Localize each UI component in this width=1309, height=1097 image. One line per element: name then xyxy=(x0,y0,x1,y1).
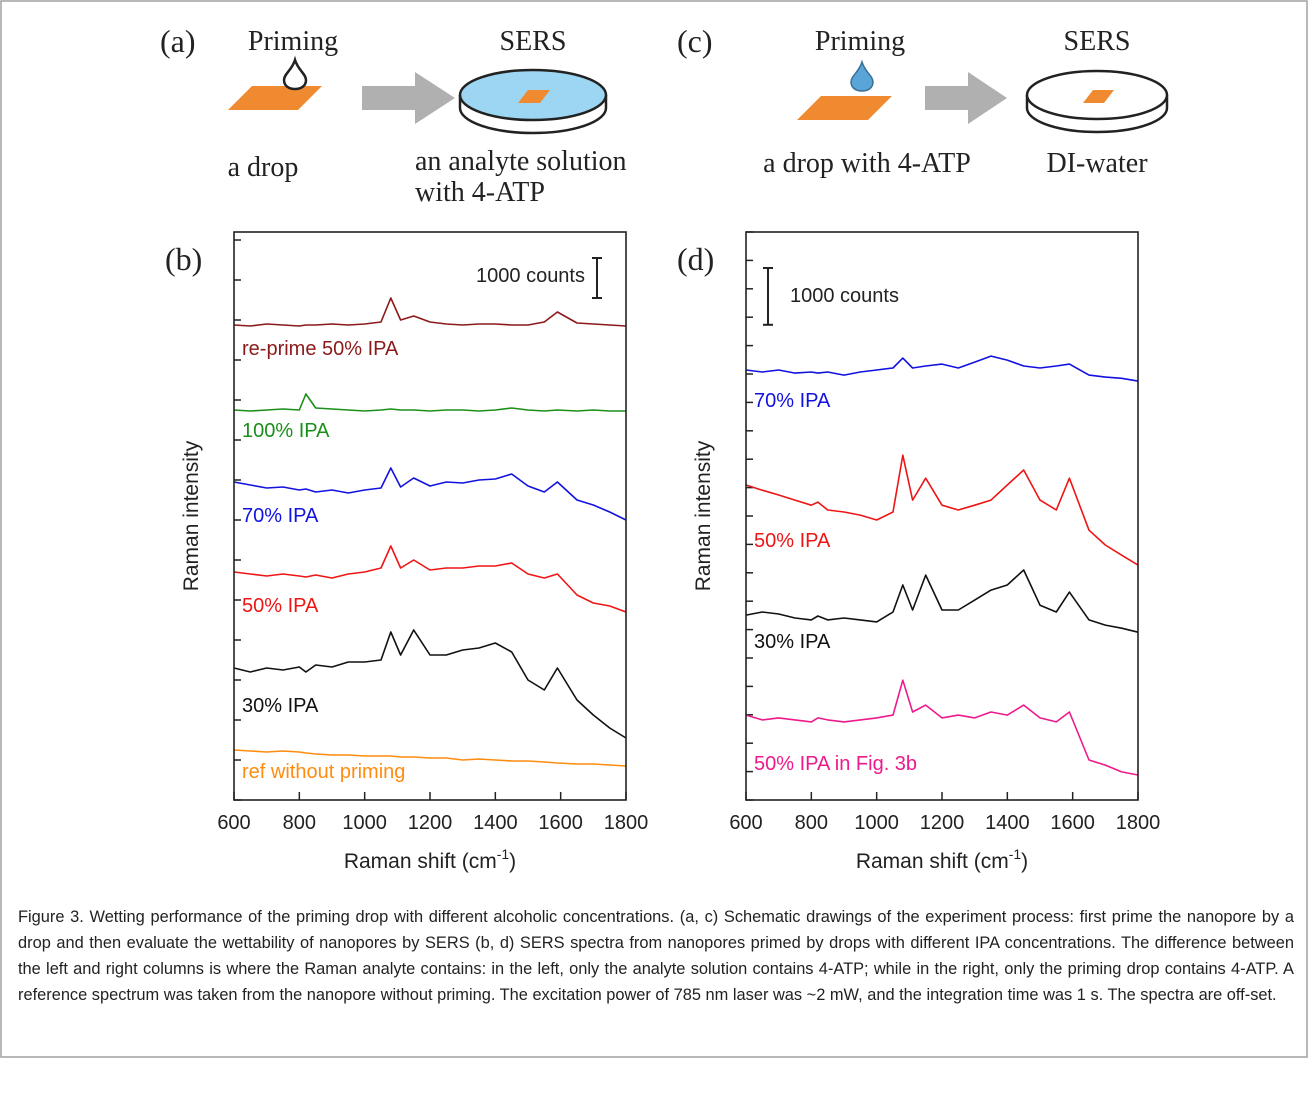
step-label: Priming xyxy=(815,26,905,57)
panel-label: (b) xyxy=(165,241,202,277)
chart: (b) 600 800 1000 1200 1400 1600 1800 re-prime 50… xyxy=(165,231,649,873)
spectrum xyxy=(233,467,627,521)
drop xyxy=(282,55,308,91)
x-axis-label-part: Raman shift (cm xyxy=(344,850,497,873)
x-axis-label-part: ) xyxy=(1021,850,1028,873)
step-caption: DI-water xyxy=(1046,148,1148,179)
x-tick-label: 600 xyxy=(729,812,762,834)
step-caption: an analyte solution xyxy=(415,146,627,177)
legend-entry: ref without priming xyxy=(242,761,405,783)
spectrum xyxy=(233,393,626,412)
x-axis-label-part: Raman shift (cm xyxy=(856,850,1009,873)
legend-entry: 30% IPA xyxy=(754,631,831,653)
spectrum xyxy=(233,749,627,767)
x-tick-label: 1600 xyxy=(538,812,583,834)
panel-label: (a) xyxy=(160,23,196,59)
x-tick-label: 800 xyxy=(283,812,316,834)
legend-entry: 100% IPA xyxy=(242,420,330,442)
y-axis-label: Raman intensity xyxy=(692,440,715,591)
x-tick-label: 1000 xyxy=(342,812,387,834)
schematic-c: (c) Priming SERS a drop with 4-ATP DI-wa… xyxy=(677,23,1148,179)
schematic-a: (a) Priming SERS a drop an analyte solut… xyxy=(160,23,627,208)
x-tick-label: 1200 xyxy=(920,812,965,834)
x-tick-label: 1400 xyxy=(985,812,1030,834)
plot-frame xyxy=(745,231,1139,801)
substrate xyxy=(797,96,892,120)
step-caption: a drop xyxy=(228,152,299,183)
x-tick-label: 800 xyxy=(795,812,828,834)
substrate xyxy=(1083,90,1114,103)
x-tick-label: 1600 xyxy=(1050,812,1095,834)
x-tick-label: 1200 xyxy=(408,812,453,834)
figure-border xyxy=(0,0,1308,1058)
x-axis-label-part: ) xyxy=(509,850,516,873)
step-label: SERS xyxy=(500,26,567,57)
spectrum xyxy=(745,454,1139,566)
substrate xyxy=(228,86,322,110)
legend-entry: 30% IPA xyxy=(242,695,319,717)
step-caption: with 4-ATP xyxy=(415,177,545,208)
scale-bar-label: 1000 counts xyxy=(790,285,899,307)
legend-entry: 70% IPA xyxy=(754,390,831,412)
spectrum xyxy=(745,355,1139,382)
plot-frame xyxy=(233,231,627,801)
spectrum xyxy=(745,679,1139,776)
spectrum xyxy=(233,545,627,613)
x-axis-label-part: -1 xyxy=(1009,846,1022,862)
panel-label: (c) xyxy=(677,23,713,59)
chart: (d) 600 800 1000 1200 1400 1600 1800 70% IPA 50% … xyxy=(677,231,1161,873)
x-tick-label: 1800 xyxy=(604,812,649,834)
x-axis-label-part: -1 xyxy=(497,846,510,862)
x-axis-label: Raman shift (cm-1) xyxy=(344,846,516,873)
legend-entry: 50% IPA in Fig. 3b xyxy=(754,753,917,775)
legend-entry: 70% IPA xyxy=(242,505,319,527)
y-axis-label: Raman intensity xyxy=(180,440,203,591)
spectrum xyxy=(233,297,627,327)
spectrum xyxy=(745,569,1139,633)
panel-label: (d) xyxy=(677,241,714,277)
figure-caption: Figure 3. Wetting performance of the pri… xyxy=(18,908,1294,1004)
step-label: Priming xyxy=(248,26,338,57)
substrate xyxy=(518,90,550,103)
x-tick-label: 1800 xyxy=(1116,812,1161,834)
legend-entry: re-prime 50% IPA xyxy=(242,338,399,360)
x-tick-label: 600 xyxy=(217,812,250,834)
x-tick-label: 1400 xyxy=(473,812,518,834)
scale-bar-label: 1000 counts xyxy=(476,265,585,287)
arrow xyxy=(362,72,455,124)
step-label: SERS xyxy=(1064,26,1131,57)
x-axis-label: Raman shift (cm-1) xyxy=(856,846,1028,873)
drop xyxy=(850,59,874,92)
x-tick-label: 1000 xyxy=(854,812,899,834)
legend-entry: 50% IPA xyxy=(242,595,319,617)
legend-entry: 50% IPA xyxy=(754,530,831,552)
arrow xyxy=(925,72,1007,124)
spectrum xyxy=(233,629,627,739)
step-caption: a drop with 4-ATP xyxy=(763,148,971,179)
